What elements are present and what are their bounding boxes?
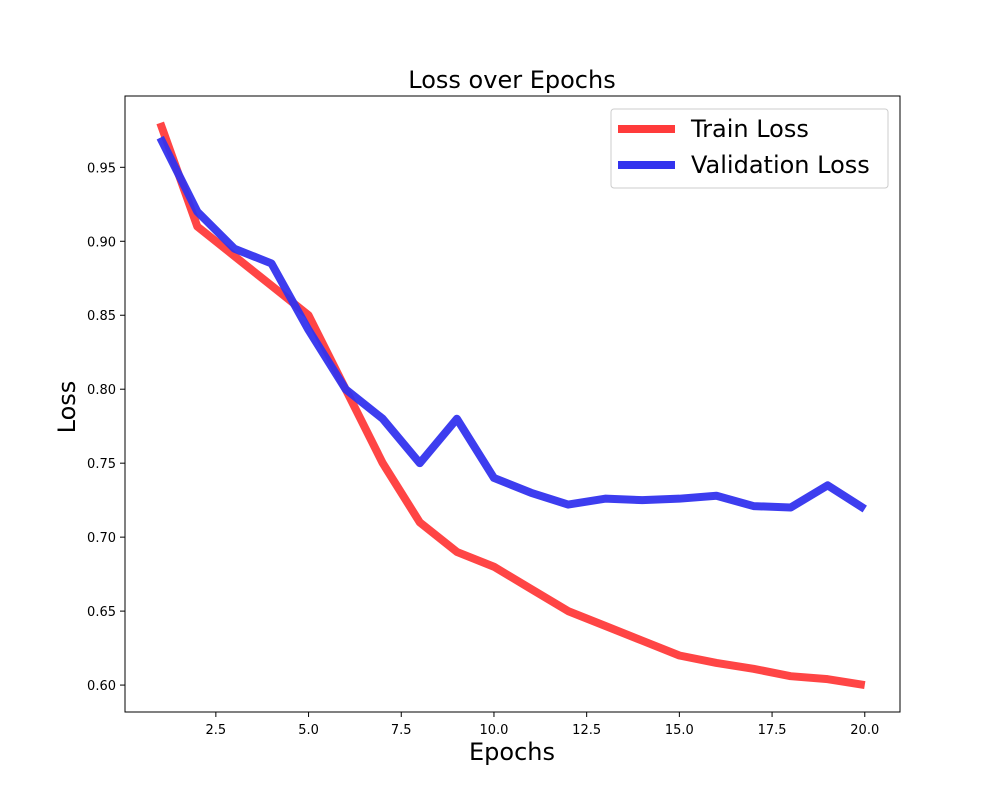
validation-loss-line (156, 135, 867, 513)
chart-title: Loss over Epochs (408, 66, 615, 94)
y-tick-label: 0.70 (87, 531, 116, 546)
legend-label-validation-loss: Validation Loss (691, 151, 870, 179)
legend-box (610, 108, 889, 189)
x-tick-label: 12.5 (572, 723, 601, 738)
legend: Train Loss Validation Loss (610, 108, 889, 189)
x-tick-label: 10.0 (479, 723, 508, 738)
y-tick-label: 0.90 (87, 235, 116, 250)
y-axis-title: Loss (53, 381, 81, 434)
y-tick-label: 0.60 (87, 679, 116, 694)
x-axis: 2.5 5.0 7.5 10.0 12.5 15.0 17.5 20.0 (206, 712, 879, 738)
x-tick-label: 2.5 (206, 723, 227, 738)
y-tick-label: 0.65 (87, 605, 116, 620)
y-tick-label: 0.95 (87, 161, 116, 176)
x-axis-title: Epochs (469, 738, 555, 766)
plot-area (124, 95, 901, 713)
x-tick-label: 20.0 (850, 723, 879, 738)
x-tick-label: 15.0 (665, 723, 694, 738)
train-loss-line (156, 121, 866, 690)
x-tick-label: 7.5 (391, 723, 412, 738)
legend-label-train-loss: Train Loss (690, 115, 809, 143)
y-tick-label: 0.85 (87, 309, 116, 324)
y-tick-label: 0.80 (87, 383, 116, 398)
y-tick-label: 0.75 (87, 457, 116, 472)
series-group (156, 121, 867, 690)
y-axis: 0.60 0.65 0.70 0.75 0.80 0.85 0.90 0.95 (87, 161, 125, 694)
x-tick-label: 17.5 (758, 723, 787, 738)
x-tick-label: 5.0 (298, 723, 319, 738)
